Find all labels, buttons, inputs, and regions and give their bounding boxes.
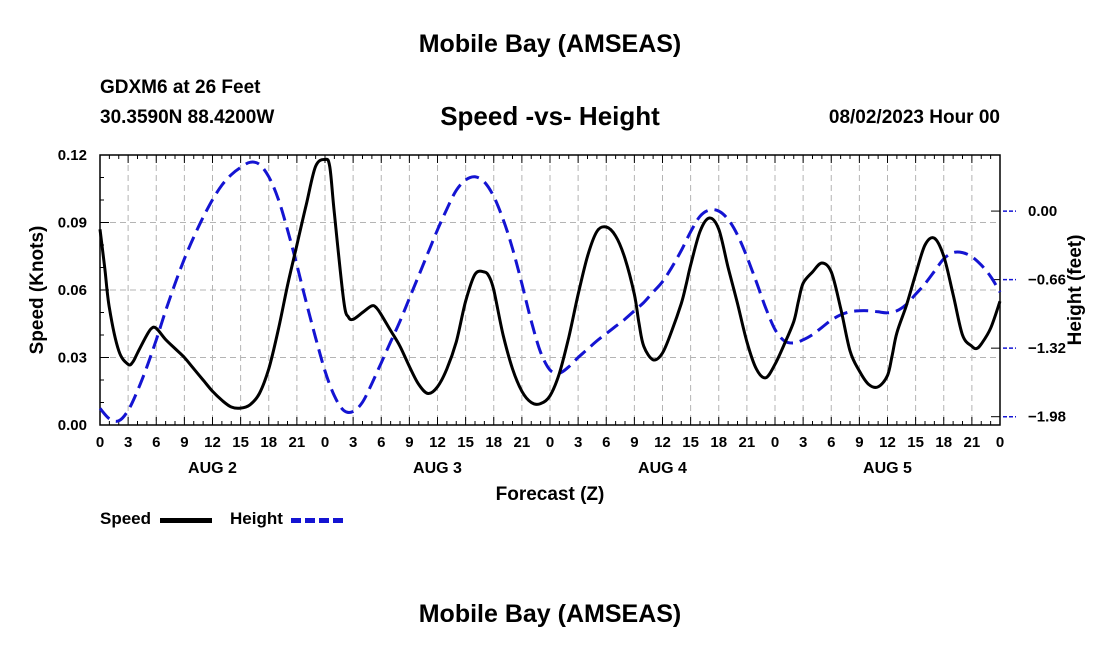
legend-speed-label: Speed: [100, 509, 152, 528]
x-tick-label: 9: [180, 434, 188, 451]
x-tick-label: 15: [232, 434, 249, 451]
x-day-label: AUG 2: [188, 460, 237, 477]
x-tick-label: 3: [349, 434, 357, 451]
series-layer: [98, 157, 1002, 423]
height-series-line: [98, 160, 1002, 423]
x-day-label: AUG 4: [638, 460, 687, 477]
legend-height-swatch: [291, 518, 343, 523]
chart-subtitle: Speed -vs- Height: [440, 101, 660, 131]
x-tick-label: 15: [682, 434, 699, 451]
y2-tick-label: 0.00: [1028, 203, 1057, 220]
axis-ticks: [99, 154, 1016, 426]
y-tick-label: 0.03: [58, 350, 87, 367]
x-tick-label: 18: [485, 434, 502, 451]
x-tick-label: 6: [602, 434, 610, 451]
x-tick-label: 21: [514, 434, 531, 451]
x-tick-label: 0: [771, 434, 779, 451]
x-tick-label: 21: [964, 434, 981, 451]
x-day-label: AUG 5: [863, 460, 912, 477]
x-tick-label: 12: [654, 434, 671, 451]
station-label: GDXM6 at 26 Feet: [100, 77, 261, 98]
x-tick-label: 18: [710, 434, 727, 451]
x-tick-label: 15: [457, 434, 474, 451]
x-tick-label: 6: [152, 434, 160, 451]
x-tick-label: 3: [124, 434, 132, 451]
axis-labels: 0 3 6 9 12 15 18 21 0 3 6 9 12 15 18 21 0 3 6 9 12 15 18 21 0 3 6 9…: [58, 147, 1066, 477]
y-tick-label: 0.00: [58, 417, 87, 434]
x-tick-label: 18: [260, 434, 277, 451]
speed-series-line: [98, 157, 1002, 410]
x-tick-label: 0: [996, 434, 1004, 451]
chart-title: Mobile Bay (AMSEAS): [418, 30, 682, 58]
y-tick-label: 0.09: [58, 215, 87, 232]
grid-lines: [100, 155, 1000, 425]
x-tick-label: 0: [96, 434, 104, 451]
x-day-label: AUG 3: [413, 460, 462, 477]
x-tick-label: 9: [630, 434, 638, 451]
x-tick-label: 3: [799, 434, 807, 451]
x-tick-label: 6: [377, 434, 385, 451]
bottom-chart-title: Mobile Bay (AMSEAS): [418, 600, 682, 628]
x-tick-label: 21: [739, 434, 756, 451]
y-axis-title: Speed (Knots): [27, 226, 48, 355]
y2-tick-label: −1.32: [1028, 340, 1066, 357]
x-tick-label: 18: [935, 434, 952, 451]
y-tick-label: 0.12: [58, 147, 87, 164]
x-tick-label: 3: [574, 434, 582, 451]
x-tick-label: 6: [827, 434, 835, 451]
x-tick-label: 12: [204, 434, 221, 451]
coordinates-label: 30.3590N 88.4200W: [100, 107, 275, 128]
x-tick-label: 21: [289, 434, 306, 451]
x-tick-label: 9: [855, 434, 863, 451]
y2-tick-label: −0.66: [1028, 272, 1066, 289]
x-tick-label: 15: [907, 434, 924, 451]
x-tick-label: 9: [405, 434, 413, 451]
x-tick-label: 12: [879, 434, 896, 451]
legend-height-label: Height: [230, 509, 283, 528]
y2-axis-title: Height (feet): [1065, 235, 1086, 346]
x-axis-title: Forecast (Z): [496, 484, 605, 505]
x-tick-label: 12: [429, 434, 446, 451]
forecast-datetime: 08/02/2023 Hour 00: [828, 107, 1000, 128]
y2-tick-label: −1.98: [1028, 409, 1066, 426]
legend-speed-swatch: [160, 518, 212, 523]
y-tick-label: 0.06: [58, 282, 87, 299]
x-tick-label: 0: [546, 434, 554, 451]
x-tick-label: 0: [321, 434, 329, 451]
